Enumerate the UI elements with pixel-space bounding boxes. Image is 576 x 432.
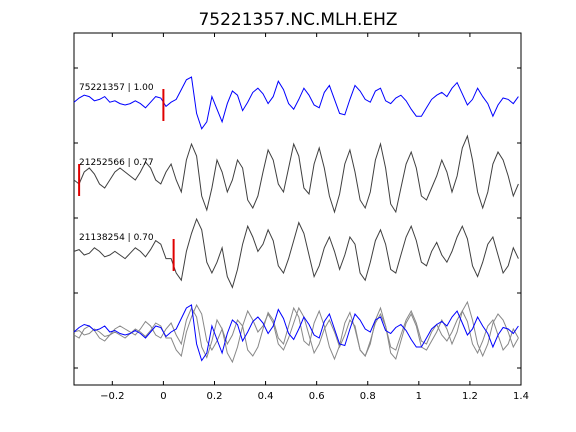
waveform-traces	[73, 76, 519, 289]
x-tick-label: 1.2	[462, 391, 478, 402]
x-tick-label: 1.4	[513, 391, 529, 402]
waveform-trace-3	[73, 217, 519, 289]
x-tick-label: −0.2	[100, 391, 124, 402]
trace-label-2: 21252566 | 0.77	[79, 158, 154, 168]
trace-labels: 75221357 | 1.00 21252566 | 0.77 21138254 |…	[79, 83, 154, 243]
chart-title: 75221357.NC.MLH.EHZ	[198, 10, 397, 30]
plot-area-frame	[73, 32, 522, 386]
x-tick-label: 0.8	[360, 391, 376, 402]
x-tick-label: 0.4	[258, 391, 274, 402]
x-tick-label: 0.2	[207, 391, 223, 402]
pick-markers	[78, 89, 175, 271]
x-tick-label: 1	[416, 391, 422, 402]
waveform-trace-2	[73, 134, 519, 214]
y-tick-marks	[74, 67, 521, 369]
waveform-trace-1	[73, 76, 519, 130]
x-tick-label: 0.6	[309, 391, 325, 402]
x-tick-label: 0	[160, 391, 166, 402]
trace-label-3: 21138254 | 0.70	[79, 233, 154, 243]
x-axis-ticks: −0.2 0 0.2 0.4 0.6 0.8 1 1.2 1.4	[100, 33, 529, 402]
overlay-trace-2	[73, 303, 519, 364]
trace-label-1: 75221357 | 1.00	[79, 83, 154, 93]
overlay-trace-3	[73, 304, 519, 362]
overlay-trace-1	[73, 300, 519, 361]
overlay-traces	[73, 300, 519, 364]
